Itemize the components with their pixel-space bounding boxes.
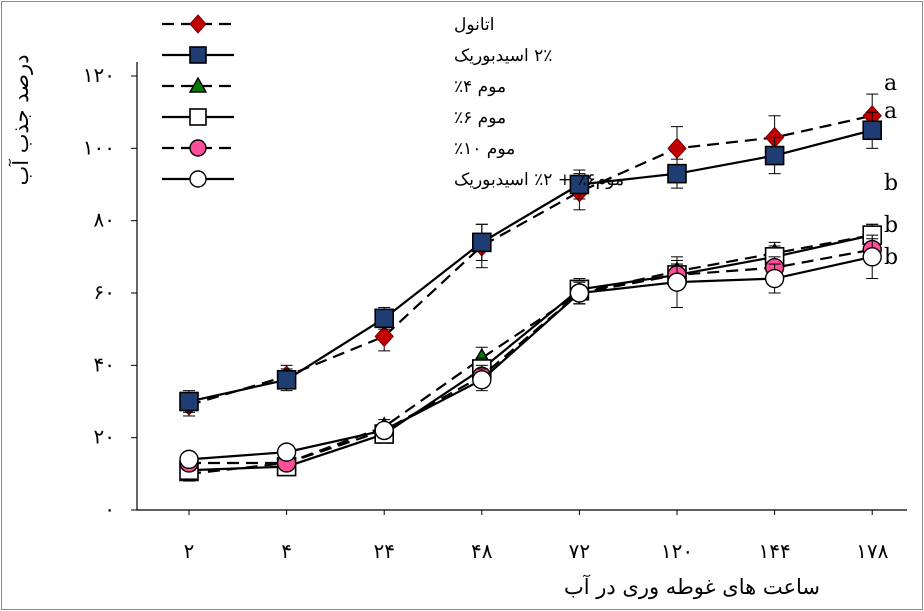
x-axis-title: ساعت های غوطه وری در آب (564, 573, 820, 600)
legend-marker (189, 139, 207, 157)
legend-label: موم ۴٪ (454, 77, 506, 97)
data-point (667, 272, 687, 292)
x-tick-label: ۲۴ (373, 539, 394, 563)
legend-marker (189, 46, 207, 64)
x-tick-label: ۷۲ (569, 539, 590, 563)
data-point (276, 369, 297, 390)
significance-letter: b (884, 171, 898, 196)
legend-label: موم ۶٪ (454, 108, 506, 128)
x-tick-label: ۴ (281, 539, 292, 563)
series-line (188, 255, 873, 461)
y-tick-label: ۴۰ (94, 352, 115, 376)
legend-marker (189, 14, 207, 34)
significance-letter: b (884, 213, 898, 238)
data-point (862, 247, 882, 267)
significance-letter: b (884, 245, 898, 270)
series-line (188, 234, 873, 472)
data-point (764, 145, 785, 166)
legend-marker (189, 170, 207, 188)
legend-label: موم ۱۰٪ (454, 139, 515, 159)
legend-label: اتانول (454, 15, 495, 35)
data-point (667, 137, 687, 160)
legend-marker (188, 76, 208, 93)
x-tick-label: ۴۸ (471, 539, 493, 563)
data-point (374, 325, 394, 348)
data-point (374, 420, 394, 441)
legend: اتانول ۲٪ اسیدبوریک موم ۴٪ موم ۶٪ موم ۱۰٪ موم… (162, 15, 624, 190)
data-point (569, 283, 590, 303)
data-point (179, 391, 199, 412)
data-point (374, 308, 395, 329)
y-tick-label: ۸۰ (94, 208, 115, 232)
legend-label: موم۶٪ + ۲٪ اسیدبوریک (454, 170, 624, 190)
data-point (569, 174, 590, 195)
y-tick-label: ۱۲۰ (83, 63, 115, 87)
data-point (764, 268, 785, 289)
series-line (188, 129, 873, 403)
x-tick-label: ۱۲۰ (661, 539, 693, 563)
data-point (667, 163, 687, 184)
x-tick-label: ۲ (184, 539, 195, 563)
significance-letter: a (884, 71, 897, 96)
y-tick-label: ۱۰۰ (83, 135, 115, 159)
data-point (472, 370, 492, 390)
y-axis-title: درصد جذب آب (7, 54, 34, 185)
y-tick-label: ۲۰ (94, 425, 115, 449)
data-point (471, 232, 492, 253)
legend-marker (189, 108, 207, 126)
x-tick-label: ۱۷۸ (856, 539, 888, 563)
x-tick-label: ۱۴۴ (758, 539, 790, 563)
data-point (862, 120, 883, 141)
significance-letter: a (884, 99, 897, 124)
data-point (276, 442, 297, 462)
series-line (189, 248, 873, 465)
y-tick-label: ۰ (104, 497, 115, 521)
legend-label: ۲٪ اسیدبوریک (454, 46, 552, 66)
data-point (179, 449, 199, 470)
y-tick-label: ۶۰ (94, 280, 115, 304)
